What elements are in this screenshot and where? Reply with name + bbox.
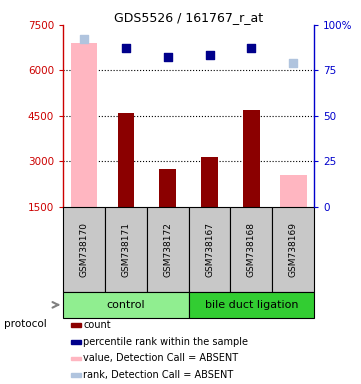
Text: protocol: protocol (4, 319, 46, 329)
Bar (280, 175, 306, 207)
Point (123, 45, 129, 51)
Bar (230, 207, 272, 292)
Point (165, 54, 171, 60)
Bar (63, 207, 105, 292)
Text: GSM738168: GSM738168 (247, 222, 256, 277)
Bar (71, 43, 97, 207)
Bar (105, 207, 147, 292)
Bar (71, 323, 81, 327)
Point (81, 36, 87, 42)
Text: count: count (83, 320, 111, 330)
Point (248, 45, 254, 51)
Bar (71, 373, 81, 377)
Text: value, Detection Call = ABSENT: value, Detection Call = ABSENT (83, 354, 239, 364)
Text: rank, Detection Call = ABSENT: rank, Detection Call = ABSENT (83, 370, 234, 380)
Point (290, 60, 296, 66)
Bar (272, 207, 314, 292)
Bar (188, 292, 314, 318)
Text: percentile rank within the sample: percentile rank within the sample (83, 337, 248, 347)
Bar (71, 357, 81, 360)
Text: bile duct ligation: bile duct ligation (205, 300, 298, 310)
Text: GSM738171: GSM738171 (121, 222, 130, 277)
Bar (63, 292, 188, 318)
Bar (243, 110, 260, 207)
Title: GDS5526 / 161767_r_at: GDS5526 / 161767_r_at (114, 11, 263, 24)
Bar (71, 340, 81, 344)
Text: GSM738172: GSM738172 (163, 222, 172, 277)
Text: GSM738170: GSM738170 (79, 222, 88, 277)
Bar (118, 113, 134, 207)
Text: control: control (106, 300, 145, 310)
Bar (188, 207, 230, 292)
Bar (201, 157, 218, 207)
Bar (147, 207, 188, 292)
Bar (159, 169, 176, 207)
Text: GSM738167: GSM738167 (205, 222, 214, 277)
Point (206, 52, 212, 58)
Text: GSM738169: GSM738169 (289, 222, 298, 277)
